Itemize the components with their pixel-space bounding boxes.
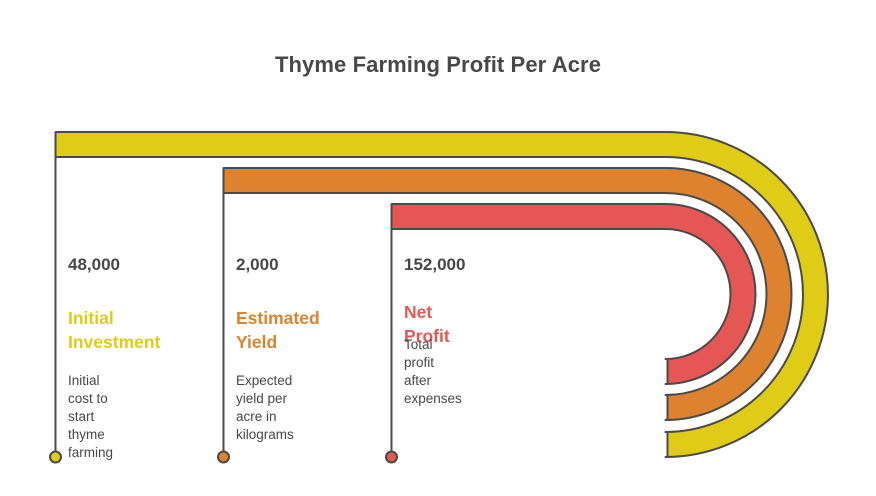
item-description-line: thyme farming	[68, 427, 114, 460]
item-label: Estimated Yield	[236, 306, 320, 354]
item-value: 2,000	[236, 255, 279, 274]
item-description: Initial cost to start thyme farming	[68, 372, 113, 462]
dot-initial-investment	[49, 450, 62, 464]
dot-estimated-yield	[217, 450, 230, 464]
band-net-profit	[390, 203, 757, 385]
item-description-line: expenses	[404, 391, 462, 406]
item-description-line: Total profit after	[404, 337, 435, 388]
diagram-title: Thyme Farming Profit Per Acre	[274, 52, 602, 77]
item-description-line: acre in kilograms	[236, 409, 294, 442]
item-label-line: Net Profit	[404, 302, 450, 346]
band-initial-investment	[54, 131, 829, 458]
item-label-line: Estimated	[236, 308, 320, 328]
item-label-line: Investment	[68, 332, 161, 352]
item-label: Initial Investment	[68, 306, 160, 354]
item-description: Total profit after expenses	[404, 336, 462, 408]
item-description-line: Expected yield per	[236, 373, 293, 406]
dot-net-profit	[385, 450, 398, 464]
item-label: Net Profit	[404, 300, 450, 348]
item-label-line: Initial	[68, 308, 114, 328]
item-value: 152,000	[404, 255, 466, 274]
item-description: Expected yield per acre in kilograms	[236, 372, 294, 444]
band-estimated-yield	[222, 167, 793, 421]
item-label-line: Yield	[236, 332, 278, 352]
item-value: 48,000	[68, 255, 120, 274]
item-description-line: Initial cost to start	[68, 373, 108, 424]
